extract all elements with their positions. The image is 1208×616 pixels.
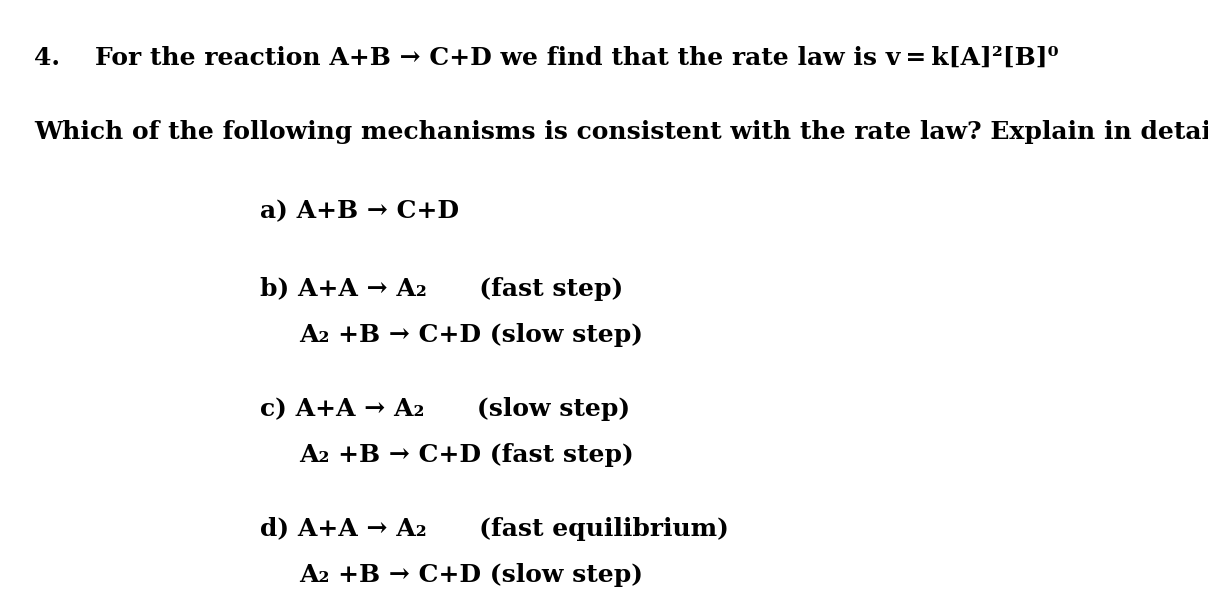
- Text: a) A+B → C+D: a) A+B → C+D: [260, 200, 459, 224]
- Text: A₂ +B → C+D (slow step): A₂ +B → C+D (slow step): [300, 323, 644, 347]
- Text: b) A+A → A₂      (fast step): b) A+A → A₂ (fast step): [260, 277, 623, 301]
- Text: c) A+A → A₂      (slow step): c) A+A → A₂ (slow step): [260, 397, 629, 421]
- Text: A₂ +B → C+D (slow step): A₂ +B → C+D (slow step): [300, 563, 644, 587]
- Text: 4.    For the reaction A+B → C+D we find that the rate law is v = k[A]²[B]⁰: 4. For the reaction A+B → C+D we find th…: [34, 46, 1058, 70]
- Text: Which of the following mechanisms is consistent with the rate law? Explain in de: Which of the following mechanisms is con…: [34, 120, 1208, 144]
- Text: d) A+A → A₂      (fast equilibrium): d) A+A → A₂ (fast equilibrium): [260, 517, 728, 541]
- Text: A₂ +B → C+D (fast step): A₂ +B → C+D (fast step): [300, 443, 634, 467]
